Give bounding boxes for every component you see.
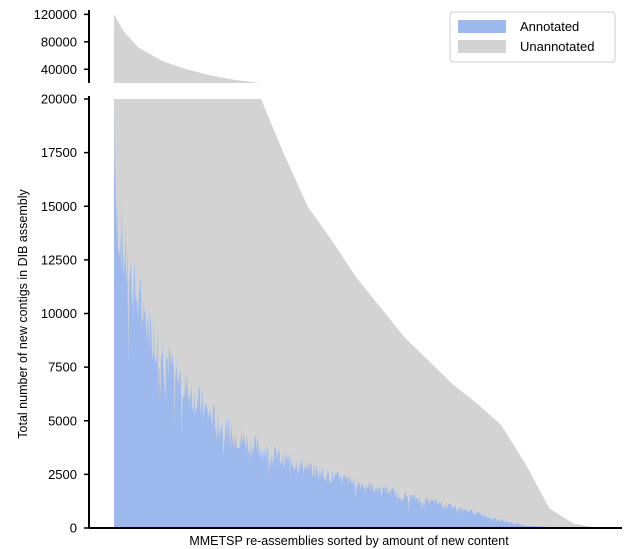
x-axis-label: MMETSP re-assemblies sorted by amount of… — [189, 534, 509, 548]
lower-y-ticks: 0 2500 5000 7500 10000 12500 15000 17500 20000 — [41, 92, 89, 536]
y-tick-label-0: 0 — [70, 521, 77, 536]
y-tick-label-17500: 17500 — [41, 145, 77, 160]
y-tick-label-20000: 20000 — [41, 92, 77, 107]
series-unannotated-area — [114, 99, 598, 528]
y-axis-label: Total number of new contigs in DIB assem… — [16, 189, 30, 439]
y-tick-label-2500: 2500 — [48, 467, 77, 482]
y-tick-label-12500: 12500 — [41, 252, 77, 267]
y-upper-tick-label-40000: 40000 — [41, 62, 77, 77]
legend-swatch-unannotated — [458, 40, 506, 53]
y-upper-tick-label-120000: 120000 — [34, 7, 77, 22]
legend-swatch-annotated — [458, 20, 506, 33]
upper-y-ticks: 40000 80000 120000 — [34, 7, 89, 77]
legend-label-annotated: Annotated — [520, 19, 579, 34]
upper-panel: 40000 80000 120000 — [34, 7, 598, 83]
legend: Annotated Unannotated — [449, 11, 616, 63]
series-unannotated-area-upper — [114, 14, 598, 83]
y-upper-tick-label-80000: 80000 — [41, 34, 77, 49]
series-annotated-area — [114, 100, 598, 528]
y-tick-label-7500: 7500 — [48, 360, 77, 375]
lower-panel: 0 2500 5000 7500 10000 12500 15000 17500 20000 — [41, 92, 622, 536]
y-tick-label-15000: 15000 — [41, 199, 77, 214]
y-tick-label-10000: 10000 — [41, 306, 77, 321]
legend-label-unannotated: Unannotated — [520, 39, 594, 54]
y-tick-label-5000: 5000 — [48, 413, 77, 428]
